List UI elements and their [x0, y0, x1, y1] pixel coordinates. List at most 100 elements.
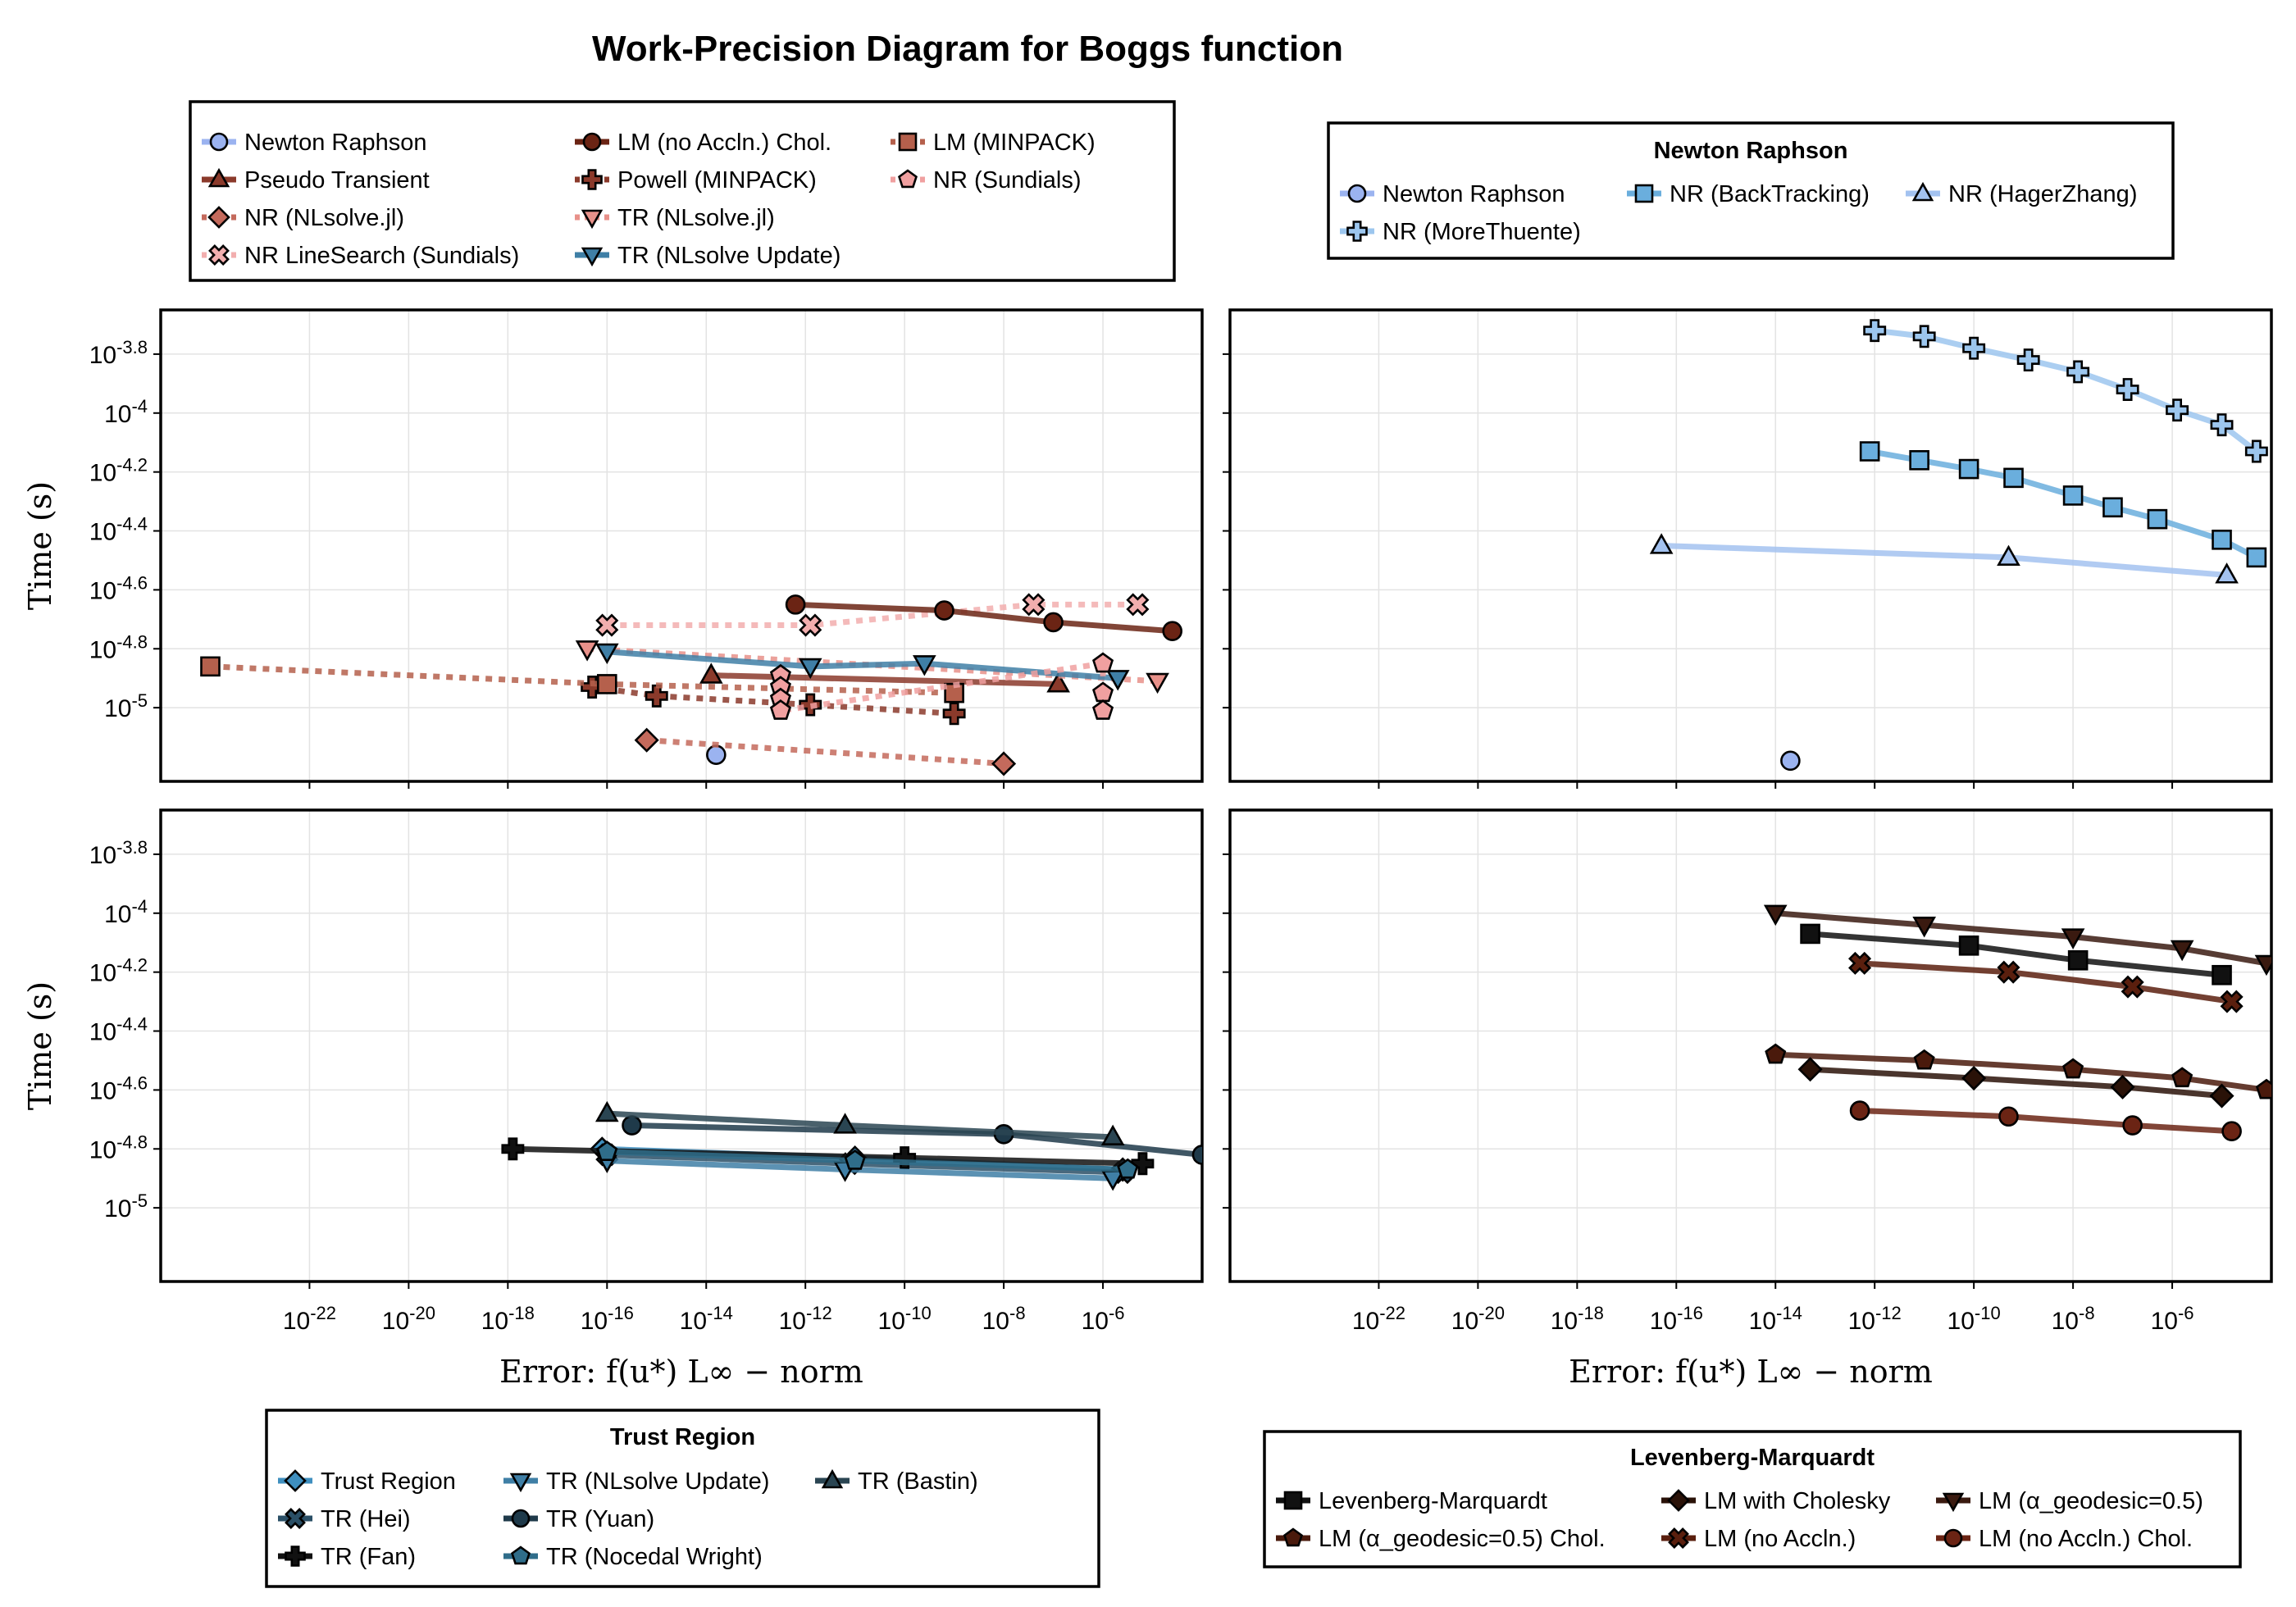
legend-marker-swatch: [581, 247, 604, 267]
data-point: [2003, 467, 2024, 489]
data-point: [706, 744, 727, 765]
data-point: [893, 1146, 917, 1170]
legend-marker-swatch: [209, 132, 229, 152]
legend-entry: LM (α_geodesic=0.5) Chol.: [1276, 1526, 1606, 1552]
data-point: [1912, 917, 1936, 938]
legend-entry: LM (no Accln.): [1661, 1526, 1856, 1552]
legend-label: LM (no Accln.) Chol.: [617, 130, 831, 156]
y-tick-label: 10-3.8: [89, 837, 148, 869]
legend-bottom-left: Trust Region Trust Region TR (Hei) TR (Fan)…: [265, 1409, 1100, 1588]
legend-marker-swatch: [898, 169, 918, 189]
panel-bottom-left: 10-3.8 10-4 10-4.2 10-4.4 10-4.6 10-4.8 10-5 10…: [22, 808, 1204, 1390]
x-tick-label: 10-12: [1848, 1303, 1902, 1335]
legend-label: LM (α_geodesic=0.5) Chol.: [1319, 1526, 1606, 1552]
legend-marker-swatch: [509, 1473, 532, 1493]
series-newton-raphson: [1780, 750, 1801, 772]
series-nr-morethuente: [1863, 319, 2268, 463]
legend-marker-swatch: [581, 209, 604, 230]
data-point: [2212, 530, 2232, 550]
data-point: [913, 655, 936, 676]
data-point: [2110, 1074, 2135, 1099]
panel-bottom-right: 10-22 10-20 10-18 10-16 10-14 10-12 10-10 10-8 1…: [1223, 808, 2273, 1390]
data-point: [785, 594, 806, 615]
legend-marker-swatch: [511, 1546, 531, 1565]
legend-marker-swatch: [1942, 1492, 1965, 1513]
legend-bottom-right: Levenberg-Marquardt Levenberg-Marquardt LM…: [1263, 1430, 2242, 1568]
legend-label: Levenberg-Marquardt: [1319, 1488, 1547, 1514]
series-pseudo-transient: [699, 662, 1070, 693]
data-point: [1849, 1100, 1870, 1121]
series-line: [1874, 327, 2258, 454]
legend-marker-swatch: [285, 1508, 306, 1529]
data-point: [1962, 336, 1986, 360]
data-point: [699, 662, 723, 684]
data-point: [1800, 923, 1820, 945]
series-lm-geodesic-0-5: [1763, 904, 2271, 976]
legend-label: LM with Cholesky: [1704, 1488, 1891, 1514]
series-lm-no-accln-chol: [785, 594, 1183, 642]
legend-marker-swatch: [208, 244, 230, 266]
legend-top-left: Newton Raphson Pseudo Transient NR (NLsolv…: [189, 100, 1176, 282]
data-point: [1859, 441, 1880, 462]
legend-label: TR (NLsolve Update): [546, 1468, 769, 1495]
series-line: [591, 684, 954, 717]
y-tick-label: 10-4.8: [89, 631, 148, 663]
legend-label: TR (Yuan): [546, 1506, 654, 1532]
data-point: [1763, 904, 1788, 926]
legend-boxes: Newton Raphson Pseudo Transient NR (NLsolv…: [189, 100, 2242, 1588]
legend-entry: TR (Nocedal Wright): [503, 1544, 763, 1570]
legend-marker-swatch: [1346, 221, 1368, 242]
data-point: [2066, 360, 2090, 384]
y-tick-label: 10-4.4: [89, 514, 148, 546]
legend-marker-swatch: [582, 132, 602, 152]
legend-entry: TR (Fan): [278, 1544, 416, 1570]
data-point: [991, 751, 1017, 776]
data-point: [634, 727, 659, 753]
data-point: [2122, 1115, 2143, 1136]
data-point: [799, 613, 822, 637]
legend-marker-swatch: [285, 1546, 306, 1567]
legend-entry: TR (Hei): [278, 1506, 411, 1532]
legend-label: NR (MoreThuente): [1383, 219, 1581, 245]
legend-label: Trust Region: [321, 1468, 456, 1495]
x-tick-label: 10-10: [878, 1303, 932, 1335]
x-tick-label: 10-16: [581, 1303, 634, 1335]
x-tick-label: 10-8: [2052, 1303, 2095, 1335]
legend-label: LM (MINPACK): [933, 130, 1096, 156]
legend-marker-swatch: [1283, 1527, 1303, 1547]
legend-marker-swatch: [1668, 1527, 1689, 1549]
data-point: [1092, 681, 1114, 703]
y-tick-label: 10-4.2: [89, 955, 148, 987]
legend-label: Powell (MINPACK): [617, 167, 817, 193]
data-point: [2246, 547, 2267, 568]
legend-entry: LM (no Accln.) Chol.: [1936, 1526, 2193, 1552]
data-point: [595, 613, 619, 637]
series-line: [607, 649, 1118, 681]
legend-marker-swatch: [284, 1469, 307, 1492]
legend-label: NR (BackTracking): [1670, 181, 1870, 207]
data-point: [942, 702, 966, 726]
series-lm-no-accln: [1847, 951, 2244, 1013]
x-tick-label: 10-18: [1551, 1303, 1604, 1335]
legend-label: Pseudo Transient: [244, 167, 430, 193]
data-point: [2170, 940, 2194, 962]
x-tick-label: 10-6: [2151, 1303, 2194, 1335]
plot-panels: 10-3.8 10-4 10-4.2 10-4.4 10-4.6 10-4.8 10-5 Ti…: [22, 308, 2273, 1390]
data-point: [594, 643, 619, 665]
data-point: [2171, 1067, 2194, 1088]
series-tr-nocedal-wright: [596, 1140, 1139, 1179]
legend-entry: TR (Yuan): [503, 1506, 654, 1532]
data-point: [769, 699, 791, 720]
legend-entry: TR (NLsolve.jl): [575, 205, 775, 231]
grid-lines: [1230, 810, 2271, 1282]
legend-entry: Pseudo Transient: [202, 167, 430, 193]
series-line: [1810, 1066, 2222, 1099]
x-axis-label: Error: f(u*) L∞ − norm: [499, 1354, 863, 1390]
panel-frame: [1228, 808, 2273, 1283]
legend-marker-swatch: [581, 169, 603, 190]
data-point: [2215, 562, 2239, 584]
y-axis-label: Time (s): [22, 981, 58, 1110]
series-nr-hagerzhang: [1649, 533, 2239, 584]
legend-marker-swatch: [1634, 184, 1654, 203]
y-tick-label: 10-4: [104, 396, 148, 428]
